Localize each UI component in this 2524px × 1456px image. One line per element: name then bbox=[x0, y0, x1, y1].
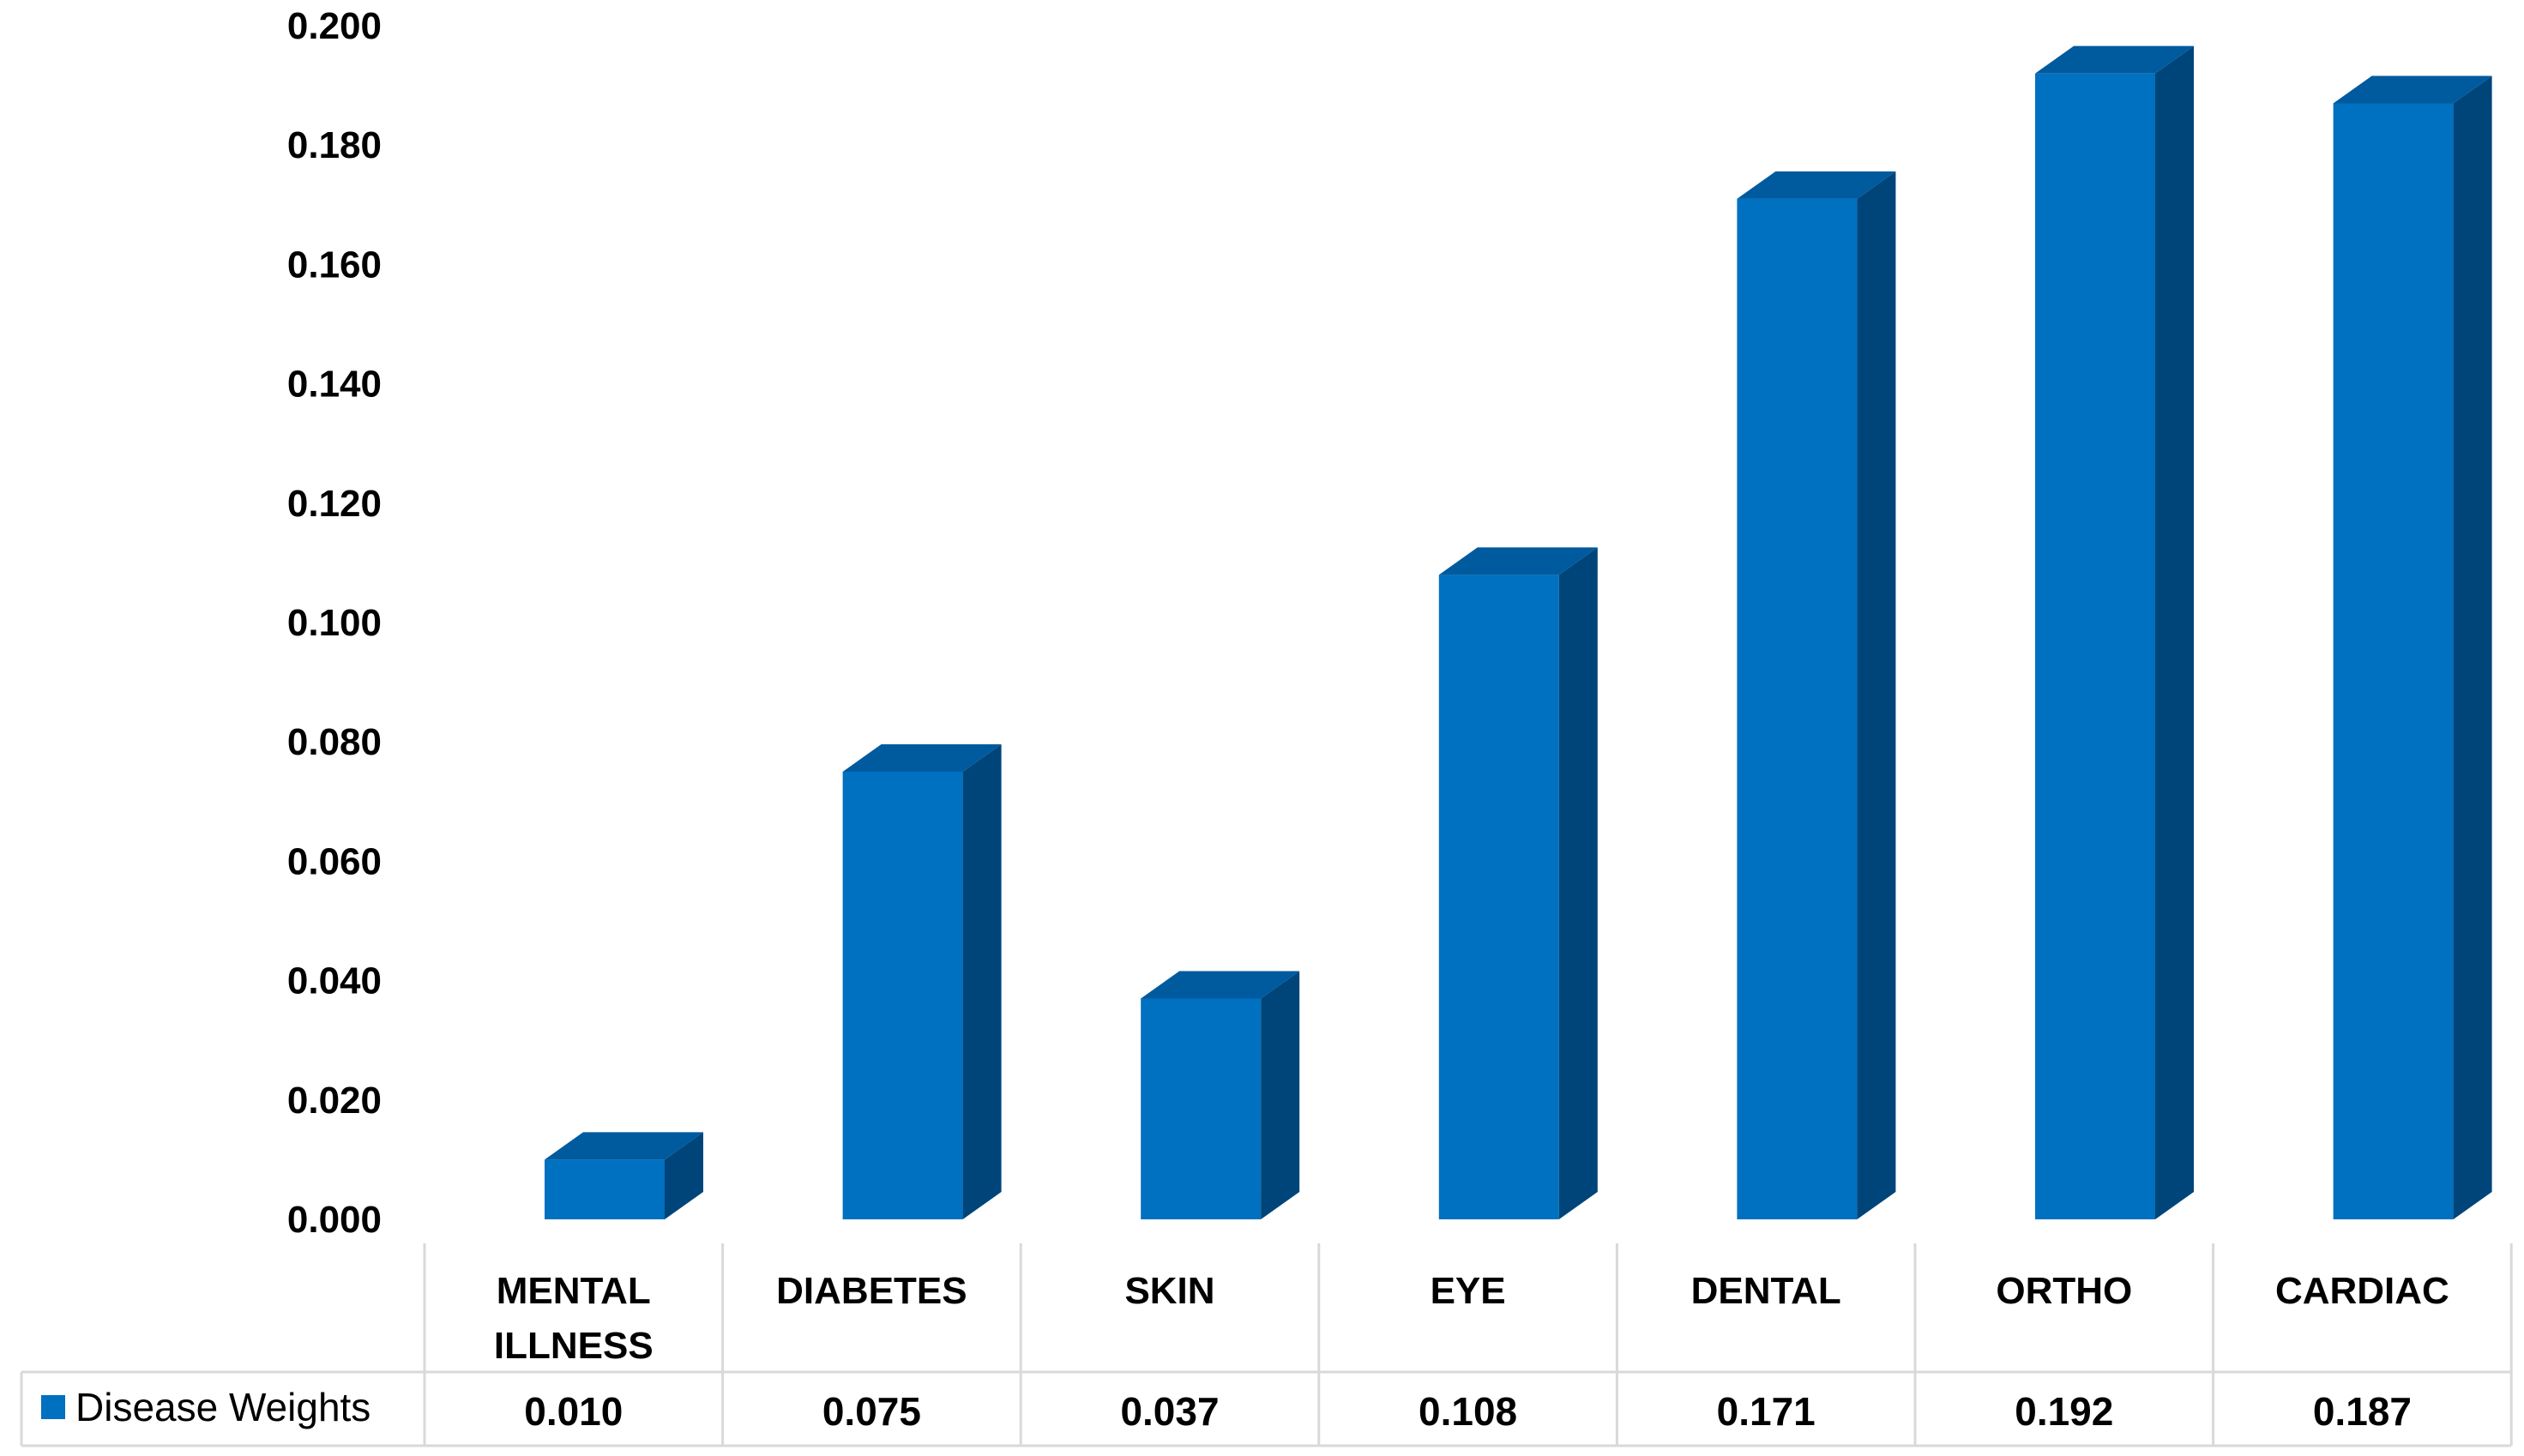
bar-top-face bbox=[1737, 171, 1896, 199]
y-tick-label: 0.000 bbox=[287, 1199, 382, 1241]
y-tick-label: 0.200 bbox=[287, 5, 382, 47]
bar bbox=[1141, 971, 1300, 1219]
y-tick-label: 0.040 bbox=[287, 960, 382, 1002]
bar-front-face bbox=[1438, 575, 1559, 1219]
table-value: 0.010 bbox=[524, 1389, 623, 1434]
bar-front-face bbox=[842, 772, 963, 1219]
bar-top-face bbox=[1141, 971, 1300, 999]
bar-front-face bbox=[2035, 73, 2155, 1219]
table-value: 0.187 bbox=[2313, 1389, 2412, 1434]
category-label: DIABETES bbox=[776, 1270, 967, 1312]
table-value: 0.037 bbox=[1120, 1389, 1219, 1434]
bar-side-face bbox=[2155, 45, 2194, 1219]
bar-top-face bbox=[2035, 45, 2194, 74]
bars bbox=[545, 45, 2492, 1220]
bar-side-face bbox=[665, 1132, 703, 1219]
table-value: 0.108 bbox=[1419, 1389, 1517, 1434]
bar-side-face bbox=[1558, 547, 1598, 1219]
y-tick-label: 0.180 bbox=[287, 124, 382, 166]
y-tick-label: 0.140 bbox=[287, 364, 382, 406]
bar-side-face bbox=[2453, 75, 2492, 1220]
category-label: SKIN bbox=[1124, 1270, 1214, 1312]
bar-side-face bbox=[962, 744, 1002, 1219]
y-tick-label: 0.020 bbox=[287, 1080, 382, 1122]
bar-top-face bbox=[842, 744, 1002, 772]
bar-side-face bbox=[1857, 171, 1896, 1220]
legend-label: Disease Weights bbox=[75, 1385, 370, 1429]
y-tick-label: 0.160 bbox=[287, 244, 382, 286]
bar bbox=[1438, 547, 1598, 1219]
y-tick-label: 0.120 bbox=[287, 483, 382, 525]
legend-key bbox=[41, 1395, 65, 1419]
bar bbox=[2333, 75, 2492, 1220]
bar bbox=[842, 744, 1002, 1219]
bar-front-face bbox=[1737, 198, 1858, 1220]
table-value: 0.192 bbox=[2015, 1389, 2113, 1434]
y-tick-label: 0.100 bbox=[287, 602, 382, 644]
bar-top-face bbox=[2333, 75, 2492, 104]
category-label: DENTAL bbox=[1691, 1270, 1841, 1312]
bar bbox=[545, 1132, 703, 1219]
data-table: MENTAL ILLNESS DIABETES SKIN EYE DENTAL ORTHO C… bbox=[20, 1243, 2513, 1447]
bar-front-face bbox=[545, 1159, 665, 1219]
y-axis: 0.000 0.020 0.040 0.060 0.080 0.100 0.120 0.140… bbox=[287, 5, 382, 1241]
bar-side-face bbox=[1261, 971, 1300, 1219]
bar-front-face bbox=[2333, 103, 2454, 1220]
table-value: 0.075 bbox=[822, 1389, 921, 1434]
category-label: CARDIAC bbox=[2275, 1270, 2449, 1312]
category-label: EYE bbox=[1431, 1270, 1506, 1312]
category-label: ORTHO bbox=[1996, 1270, 2132, 1312]
bar-top-face bbox=[1438, 547, 1598, 575]
bar-front-face bbox=[1141, 998, 1262, 1219]
bar-top-face bbox=[545, 1132, 703, 1160]
y-tick-label: 0.060 bbox=[287, 840, 382, 882]
category-label: MENTAL ILLNESS bbox=[494, 1270, 654, 1367]
bar bbox=[1737, 171, 1896, 1220]
table-value: 0.171 bbox=[1717, 1389, 1816, 1434]
y-tick-label: 0.080 bbox=[287, 721, 382, 763]
bar bbox=[2035, 45, 2194, 1219]
